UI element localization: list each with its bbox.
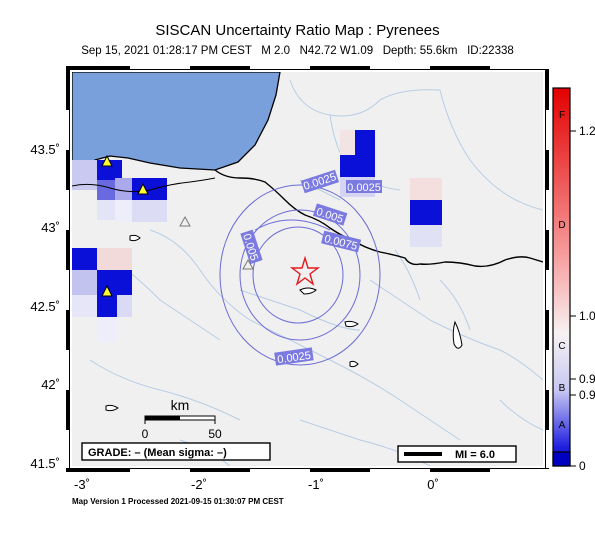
colorbar-value: 0.9: [579, 372, 595, 386]
lat-axis: 43.5˚ 43˚ 42.5˚ 42˚ 41.5˚: [30, 142, 60, 471]
lon-tick: -2˚: [191, 477, 207, 492]
mi-text: MI = 6.0: [455, 449, 495, 461]
grade-letter: A: [559, 420, 566, 431]
station-icon: [137, 182, 149, 195]
lat-tick: 41.5˚: [30, 456, 60, 471]
grade-letter: C: [558, 341, 565, 352]
grade-letter: B: [559, 383, 566, 394]
uncertainty-contours: [219, 184, 381, 366]
contour-label: 0.0025: [347, 182, 381, 194]
station-icon: [179, 215, 191, 227]
coast-islands: [105, 234, 463, 412]
mi-box: MI = 6.0: [397, 445, 517, 463]
colorbar: F D C B A 1.2 1.0 0.9 0.9 0: [552, 87, 595, 473]
station-icon: [101, 284, 113, 297]
scale-tick: 0: [142, 427, 149, 441]
region-line: [72, 177, 216, 193]
grade-text: GRADE: – (Mean sigma: –): [88, 447, 227, 459]
lon-tick: -1˚: [308, 477, 324, 492]
station-icons: [101, 154, 254, 297]
grade-letter: D: [558, 220, 565, 231]
grade-letter: F: [559, 110, 565, 121]
map-title: SISCAN Uncertainty Ratio Map : Pyrenees: [155, 22, 440, 39]
footer-text: Map Version 1 Processed 2021-09-15 01:30…: [72, 497, 284, 506]
colorbar-value: 0: [579, 459, 586, 473]
scale-tick: 50: [208, 427, 222, 441]
lat-tick: 43.5˚: [30, 142, 60, 157]
border-line: [214, 169, 543, 268]
scale-unit: km: [171, 397, 190, 413]
station-icon: [101, 154, 113, 167]
lon-axis: -3˚ -2˚ -1˚ 0˚: [74, 477, 439, 492]
contour-label: 0.0025: [277, 350, 312, 367]
lat-tick: 42.5˚: [30, 299, 60, 314]
colorbar-value: 0.9: [579, 388, 595, 402]
event-info: Sep 15, 2021 01:28:17 PM CEST M 2.0 N42.…: [81, 45, 514, 57]
lat-tick: 43˚: [41, 220, 60, 235]
scale-bar: km 0 50: [142, 397, 222, 441]
lat-tick: 42˚: [41, 377, 60, 392]
grade-box: GRADE: – (Mean sigma: –): [81, 442, 271, 461]
lon-tick: -3˚: [74, 477, 90, 492]
colorbar-value: 1.0: [579, 309, 595, 323]
lon-tick: 0˚: [427, 477, 439, 492]
station-icon: [242, 258, 254, 270]
epicenter-star-icon: [289, 255, 321, 286]
colorbar-value: 1.2: [579, 124, 595, 138]
